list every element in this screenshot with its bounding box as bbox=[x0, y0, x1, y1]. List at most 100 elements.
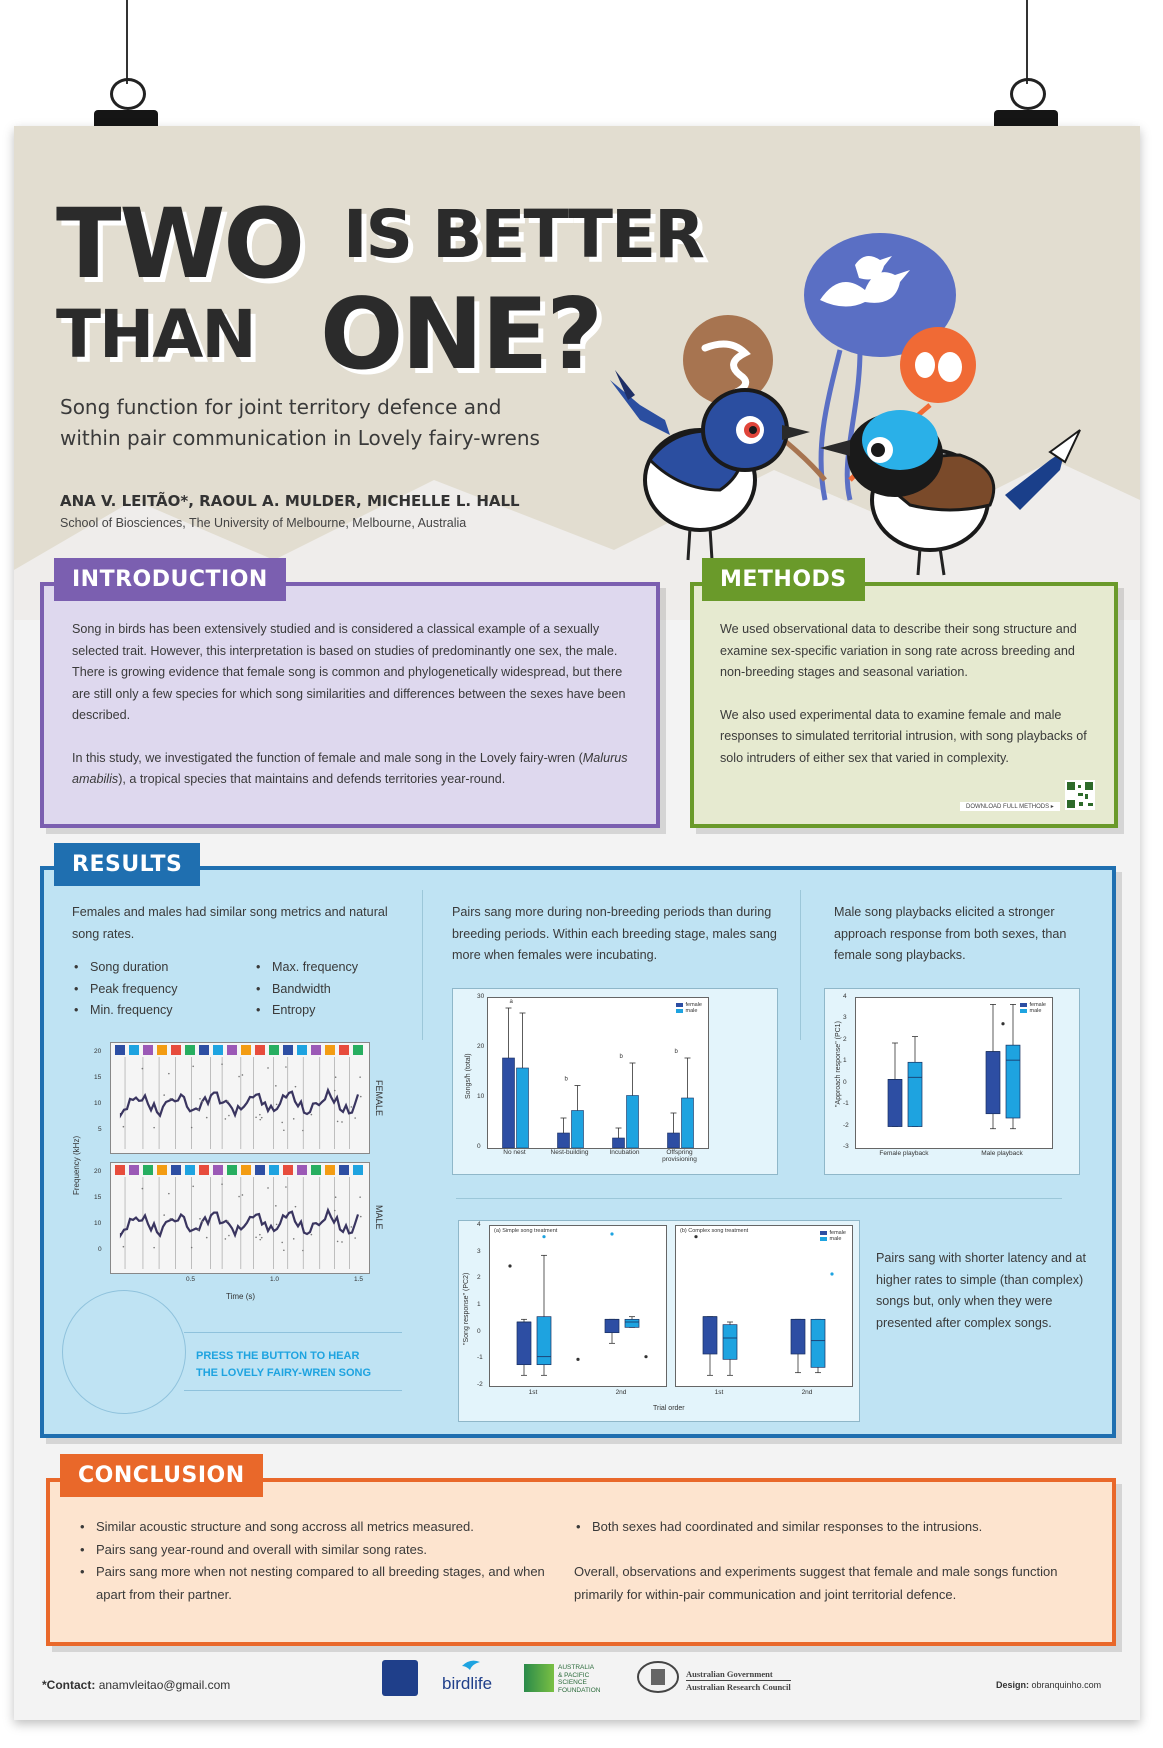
syllable-marker bbox=[241, 1165, 251, 1175]
spectrogram-xlabel: Time (s) bbox=[226, 1292, 256, 1301]
bar bbox=[571, 1110, 584, 1149]
noise-dot bbox=[333, 1089, 336, 1092]
song-trace bbox=[119, 1087, 360, 1119]
bar bbox=[626, 1095, 639, 1149]
metrics-list-left: Song duration Peak frequency Min. freque… bbox=[72, 957, 252, 1022]
noise-dot bbox=[168, 1072, 170, 1075]
x-category-label: Male playback bbox=[981, 1150, 1023, 1157]
y-tick-label: -1 bbox=[843, 1100, 849, 1108]
box bbox=[516, 1321, 532, 1366]
syllable-marker bbox=[283, 1165, 293, 1175]
syllable-marker bbox=[255, 1165, 265, 1175]
outlier-point bbox=[694, 1235, 698, 1239]
y-tick-label: -2 bbox=[477, 1381, 483, 1388]
syllable-marker bbox=[297, 1165, 307, 1175]
noise-dot bbox=[350, 1106, 353, 1108]
syllable-marker bbox=[199, 1165, 209, 1175]
title-than: THAN bbox=[56, 296, 257, 373]
fairy-wren-illustration bbox=[610, 233, 1081, 576]
syllable-marker bbox=[297, 1045, 307, 1055]
noise-dot bbox=[285, 1186, 287, 1188]
noise-dot bbox=[292, 1238, 295, 1240]
syllable-marker bbox=[283, 1045, 293, 1055]
syllable-marker bbox=[227, 1045, 237, 1055]
syllable-marker bbox=[311, 1165, 321, 1175]
introduction-paragraph-1: Song in birds has been extensively studi… bbox=[72, 622, 626, 722]
noise-dot bbox=[359, 1076, 361, 1078]
noise-dot bbox=[259, 1113, 261, 1116]
audio-button-line bbox=[184, 1390, 402, 1391]
conclusion-item: Pairs sang more when not nesting compare… bbox=[78, 1561, 548, 1606]
bar-chart-ylabel: Songs/h (total) bbox=[465, 1053, 472, 1099]
legend-entry: male bbox=[676, 1008, 702, 1014]
box-svg bbox=[694, 1235, 834, 1376]
noise-dot bbox=[275, 1103, 278, 1106]
spectrogram-male-label: MALE bbox=[374, 1205, 384, 1230]
noise-dot bbox=[221, 1063, 223, 1065]
noise-dot bbox=[359, 1095, 362, 1098]
bar bbox=[612, 1137, 625, 1149]
noise-dot bbox=[153, 1126, 155, 1129]
panel-title: (b) Complex song treatment bbox=[680, 1228, 749, 1234]
syllable-marker bbox=[339, 1165, 349, 1175]
syllable-marker bbox=[143, 1165, 153, 1175]
noise-dot bbox=[259, 1118, 262, 1121]
x-category-label: 2nd bbox=[801, 1389, 813, 1396]
x-category-label: Female playback bbox=[879, 1150, 929, 1157]
syllable-marker bbox=[339, 1045, 349, 1055]
syllable-marker bbox=[213, 1165, 223, 1175]
press-button-caption[interactable]: PRESS THE BUTTON TO HEAR THE LOVELY FAIR… bbox=[196, 1350, 372, 1379]
syllable-marker bbox=[171, 1165, 181, 1175]
noise-dot bbox=[341, 1241, 343, 1243]
bar bbox=[516, 1067, 529, 1149]
noise-dot bbox=[260, 1116, 263, 1119]
apsf-logo-mark bbox=[524, 1664, 554, 1692]
noise-dot bbox=[192, 1065, 194, 1068]
spec-ytick: 15 bbox=[94, 1194, 102, 1201]
song-response-boxplot: (a) Simple song treatment (b) Complex so… bbox=[458, 1220, 860, 1422]
noise-dot bbox=[197, 1229, 200, 1231]
noise-dot bbox=[122, 1125, 125, 1128]
noise-dot bbox=[285, 1066, 287, 1068]
spec-xtick: 0.5 bbox=[186, 1276, 196, 1283]
results-heading: RESULTS bbox=[54, 843, 201, 886]
song-trace bbox=[119, 1207, 360, 1239]
box bbox=[907, 1061, 923, 1127]
spec-ytick: 5 bbox=[98, 1126, 102, 1133]
syllable-marker bbox=[213, 1045, 223, 1055]
syllable-marker bbox=[227, 1165, 237, 1175]
clip-ring-right bbox=[1010, 78, 1046, 110]
brown-speech-bubble bbox=[683, 315, 773, 405]
noise-dot bbox=[302, 1249, 304, 1252]
box bbox=[810, 1318, 826, 1368]
noise-dot bbox=[354, 1237, 356, 1239]
qr-code[interactable] bbox=[1065, 780, 1095, 810]
conclusion-item: Pairs sang year-round and overall with s… bbox=[78, 1539, 548, 1562]
bar-svg: a b b b bbox=[502, 999, 694, 1149]
noise-dot bbox=[310, 1233, 313, 1236]
y-tick-label: 2 bbox=[477, 1274, 481, 1282]
noise-dot bbox=[310, 1113, 313, 1116]
song-response-xlabel: Trial order bbox=[653, 1405, 685, 1412]
results-col4-text: Pairs sang with shorter latency and at h… bbox=[876, 1251, 1087, 1330]
noise-dot bbox=[336, 1120, 339, 1123]
syllable-marker bbox=[185, 1045, 195, 1055]
methods-heading: METHODS bbox=[702, 558, 865, 601]
box bbox=[722, 1324, 738, 1360]
bar bbox=[502, 1057, 515, 1149]
noise-dot bbox=[153, 1246, 155, 1249]
syllable-marker bbox=[199, 1045, 209, 1055]
spec-xtick: 1.0 bbox=[270, 1276, 280, 1283]
hanging-wire-right bbox=[1026, 0, 1028, 84]
song-response-ylabel: "Song response" (PC2) bbox=[463, 1272, 470, 1345]
box bbox=[624, 1318, 640, 1328]
noise-dot bbox=[336, 1240, 339, 1243]
download-methods-link[interactable]: DOWNLOAD FULL METHODS ▸ bbox=[960, 802, 1060, 811]
noise-dot bbox=[238, 1075, 240, 1078]
contact-email[interactable]: anamvleitao@gmail.com bbox=[98, 1678, 231, 1692]
noise-dot bbox=[201, 1220, 204, 1223]
audio-play-button[interactable] bbox=[62, 1290, 186, 1414]
results-col1-text: Females and males had similar song metri… bbox=[72, 905, 388, 941]
y-tick-label: 0 bbox=[843, 1078, 847, 1086]
metric-item: Min. frequency bbox=[72, 1000, 252, 1022]
